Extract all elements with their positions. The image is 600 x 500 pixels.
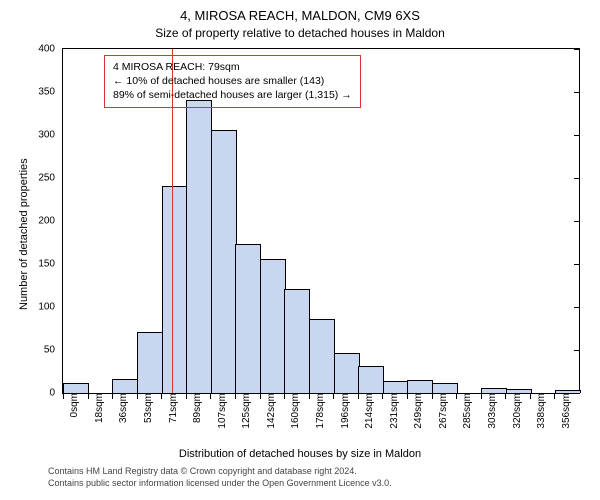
- histogram-bar: [407, 380, 433, 393]
- x-tick-label: 338sqm: [536, 393, 547, 429]
- x-tick-mark: [382, 393, 383, 399]
- histogram-bar: [284, 289, 310, 393]
- annotation-line: 4 MIROSA REACH: 79sqm: [113, 60, 352, 74]
- x-tick-label: 142sqm: [266, 393, 277, 429]
- x-tick-label: 320sqm: [512, 393, 523, 429]
- histogram-bar: [383, 381, 409, 393]
- annotation-line: 89% of semi-detached houses are larger (…: [113, 88, 352, 102]
- y-tick-label: 350: [38, 87, 63, 98]
- y-tick-mark: [574, 393, 580, 394]
- histogram-bar: [358, 366, 384, 393]
- x-tick-label: 160sqm: [290, 393, 301, 429]
- histogram-bar: [162, 186, 188, 393]
- chart-title: 4, MIROSA REACH, MALDON, CM9 6XS: [0, 8, 600, 23]
- histogram-bar: [63, 383, 89, 393]
- histogram-bar: [235, 244, 261, 393]
- x-tick-label: 125sqm: [241, 393, 252, 429]
- x-tick-label: 249sqm: [413, 393, 424, 429]
- histogram-bar: [432, 383, 458, 393]
- x-tick-label: 231sqm: [389, 393, 400, 429]
- x-tick-mark: [210, 393, 211, 399]
- footer-attribution: Contains HM Land Registry data © Crown c…: [48, 466, 392, 489]
- x-axis-label: Distribution of detached houses by size …: [0, 448, 600, 460]
- x-tick-label: 53sqm: [143, 393, 154, 423]
- x-tick-label: 89sqm: [192, 393, 203, 423]
- y-tick-mark: [574, 49, 580, 50]
- x-tick-mark: [333, 393, 334, 399]
- x-tick-mark: [309, 393, 310, 399]
- x-tick-mark: [505, 393, 506, 399]
- x-tick-label: 267sqm: [438, 393, 449, 429]
- histogram-bar: [309, 319, 335, 393]
- y-tick-label: 300: [38, 130, 63, 141]
- y-tick-mark: [574, 135, 580, 136]
- x-tick-mark: [260, 393, 261, 399]
- annotation-line: ← 10% of detached houses are smaller (14…: [113, 74, 352, 88]
- x-tick-mark: [284, 393, 285, 399]
- x-tick-mark: [235, 393, 236, 399]
- y-tick-mark: [574, 221, 580, 222]
- x-tick-label: 214sqm: [364, 393, 375, 429]
- x-tick-mark: [358, 393, 359, 399]
- x-tick-mark: [186, 393, 187, 399]
- x-tick-label: 285sqm: [462, 393, 473, 429]
- x-tick-label: 107sqm: [217, 393, 228, 429]
- x-tick-label: 71sqm: [168, 393, 179, 423]
- y-tick-label: 0: [49, 388, 63, 399]
- histogram-bar: [186, 100, 212, 393]
- y-tick-mark: [574, 178, 580, 179]
- histogram-bar: [211, 130, 237, 393]
- x-tick-mark: [530, 393, 531, 399]
- y-tick-mark: [574, 307, 580, 308]
- y-tick-label: 400: [38, 44, 63, 55]
- y-tick-label: 100: [38, 302, 63, 313]
- histogram-bar: [137, 332, 163, 393]
- annotation-box: 4 MIROSA REACH: 79sqm← 10% of detached h…: [104, 55, 361, 108]
- y-tick-mark: [574, 264, 580, 265]
- y-tick-label: 150: [38, 259, 63, 270]
- x-tick-mark: [481, 393, 482, 399]
- x-tick-label: 178sqm: [315, 393, 326, 429]
- x-tick-label: 18sqm: [94, 393, 105, 423]
- histogram-bar: [334, 353, 360, 393]
- x-tick-mark: [161, 393, 162, 399]
- x-tick-mark: [456, 393, 457, 399]
- x-tick-label: 303sqm: [487, 393, 498, 429]
- x-tick-mark: [63, 393, 64, 399]
- y-axis-label: Number of detached properties: [18, 158, 30, 310]
- x-tick-label: 36sqm: [118, 393, 129, 423]
- x-tick-mark: [554, 393, 555, 399]
- x-tick-label: 196sqm: [340, 393, 351, 429]
- y-tick-label: 50: [44, 345, 63, 356]
- y-tick-label: 200: [38, 216, 63, 227]
- y-tick-label: 250: [38, 173, 63, 184]
- x-tick-mark: [137, 393, 138, 399]
- x-tick-mark: [407, 393, 408, 399]
- x-tick-label: 356sqm: [561, 393, 572, 429]
- footer-line: Contains public sector information licen…: [48, 478, 392, 490]
- histogram-bar: [112, 379, 138, 393]
- x-tick-mark: [112, 393, 113, 399]
- x-tick-mark: [88, 393, 89, 399]
- footer-line: Contains HM Land Registry data © Crown c…: [48, 466, 392, 478]
- x-tick-mark: [432, 393, 433, 399]
- y-tick-mark: [574, 92, 580, 93]
- chart-root: 4, MIROSA REACH, MALDON, CM9 6XS Size of…: [0, 0, 600, 500]
- y-tick-mark: [574, 350, 580, 351]
- x-tick-label: 0sqm: [69, 393, 80, 417]
- chart-subtitle: Size of property relative to detached ho…: [0, 26, 600, 40]
- histogram-bar: [260, 259, 286, 393]
